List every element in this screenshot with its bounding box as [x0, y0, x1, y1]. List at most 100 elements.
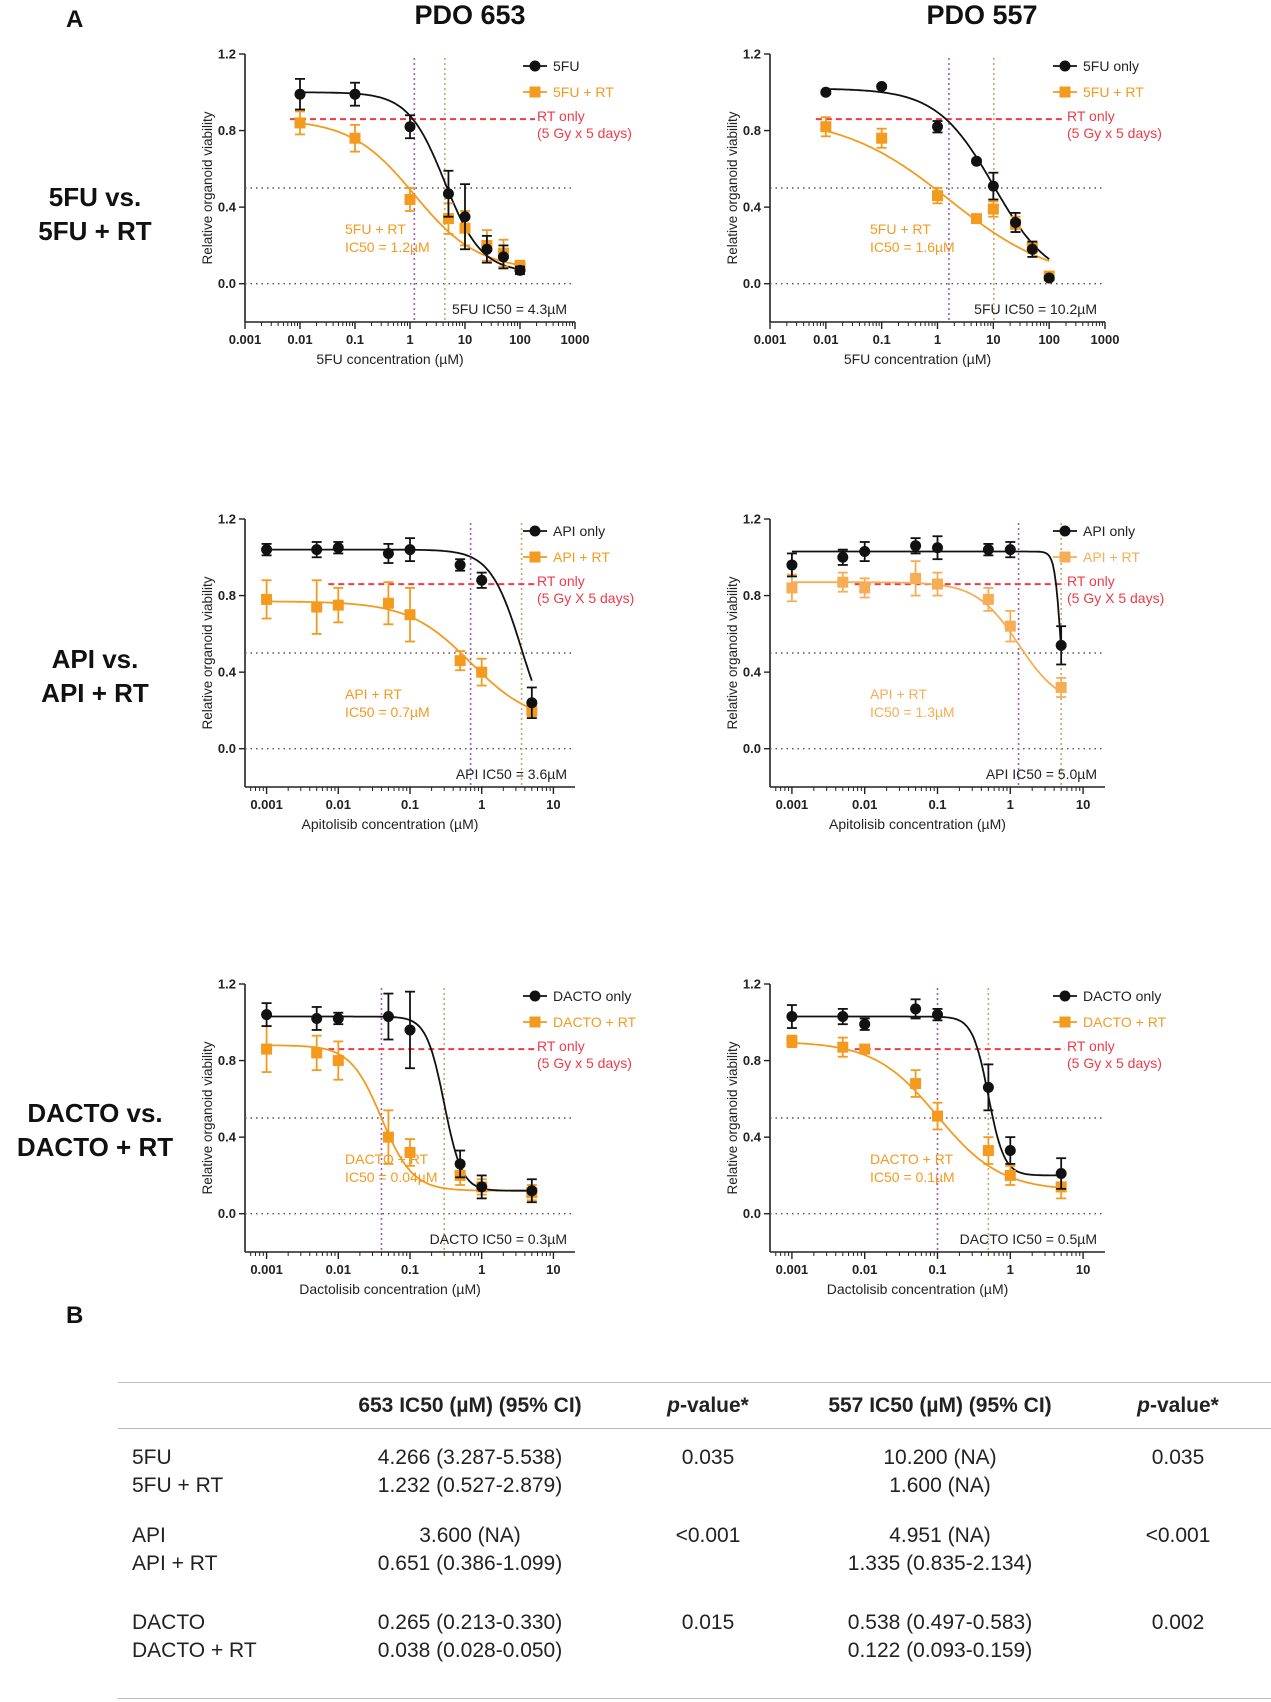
table-row-name: API + RT: [132, 1552, 218, 1575]
column-title-pdo653: PDO 653: [414, 0, 526, 30]
fit-curve-drug: [266, 548, 533, 681]
chart-dacto-pdo653: 0.0 0.4 0.8 1.2 0.001 0.01 0.1 1 10 Relative orga…: [200, 977, 637, 1298]
drug-point: [514, 264, 526, 276]
drug-point: [261, 544, 273, 556]
ic50-drug-label: 5FU IC50 = 4.3µM: [452, 301, 567, 317]
y-axis-label: Relative organoid viability: [200, 576, 215, 729]
x-axis-label: Apitolisib concentration (µM): [829, 816, 1006, 832]
legend-label-combo: API + RT: [1083, 549, 1140, 565]
x-tick-label: 0.001: [776, 797, 809, 812]
header-pvalue-653: p-value*: [667, 1394, 749, 1417]
combo-point: [786, 1035, 798, 1047]
rt-label: (5 Gy X 5 days): [1067, 590, 1164, 606]
combo-point: [837, 576, 849, 588]
y-tick-label: 0.8: [743, 1053, 761, 1068]
drug-point: [454, 1158, 466, 1170]
combo-point: [442, 213, 454, 225]
y-tick-label: 1.2: [743, 977, 761, 992]
y-tick-label: 0.0: [743, 1206, 761, 1221]
x-tick-label: 10: [546, 797, 560, 812]
ic50-drug-label: DACTO IC50 = 0.5µM: [960, 1231, 1097, 1247]
combo-point: [910, 572, 922, 584]
drug-point: [476, 574, 488, 586]
y-axis-label: Relative organoid viability: [200, 111, 215, 264]
y-tick-label: 0.4: [218, 665, 237, 680]
drug-point: [910, 540, 922, 552]
legend-marker-drug: [1059, 60, 1071, 72]
rt-label: (5 Gy x 5 days): [537, 1055, 632, 1071]
row-label-api: API vs. API + RT: [0, 642, 190, 710]
legend-label-drug: DACTO only: [1083, 988, 1161, 1004]
chart-api-pdo557: 0.0 0.4 0.8 1.2 0.001 0.01 0.1 1 10 Relative orga…: [725, 512, 1164, 833]
x-axis-label: 5FU concentration (µM): [844, 351, 991, 367]
legend-marker-combo: [1059, 1016, 1071, 1028]
y-tick-label: 0.8: [218, 123, 236, 138]
x-tick-label: 0.01: [852, 797, 877, 812]
table-cell-pvalue-557: <0.001: [1145, 1524, 1211, 1547]
drug-point: [476, 1181, 488, 1193]
drug-point: [1004, 544, 1016, 556]
legend-marker-drug: [1059, 525, 1071, 537]
combo-point: [382, 1131, 394, 1143]
x-tick-label: 0.01: [287, 332, 312, 347]
fit-curve-combo: [266, 1044, 532, 1192]
row-label-line: 5FU vs.: [48, 182, 142, 212]
ic50-drug-label: API IC50 = 5.0µM: [986, 766, 1097, 782]
row-label-line: DACTO + RT: [16, 1132, 174, 1162]
pvalue-italic: p: [667, 1394, 680, 1417]
chart-5fu-pdo557: 0.0 0.4 0.8 1.2 0.001 0.01 0.1 1 10 100 1000 Relati…: [725, 47, 1162, 368]
chart-5fu-pdo653: 0.0 0.4 0.8 1.2 0.001 0.01 0.1 1 10 100 1000 Relati…: [200, 47, 632, 368]
combo-point: [876, 132, 888, 144]
x-axis-label: Dactolisib concentration (µM): [827, 1281, 1009, 1297]
table-cell-pvalue-557: 0.002: [1151, 1611, 1205, 1634]
ic50-combo-label: 5FU + RT: [345, 221, 406, 237]
rt-label: RT only: [537, 1038, 585, 1054]
x-tick-label: 100: [1038, 332, 1060, 347]
x-tick-label: 0.001: [754, 332, 787, 347]
rt-label: (5 Gy x 5 days): [1067, 125, 1162, 141]
drug-point: [982, 544, 994, 556]
y-tick-label: 0.8: [743, 123, 761, 138]
table-cell-pvalue-653: 0.035: [681, 1446, 735, 1469]
x-tick-label: 1: [406, 332, 413, 347]
fit-curve-combo: [791, 581, 1062, 693]
x-tick-label: 0.1: [401, 797, 419, 812]
row-label-dacto: DACTO vs. DACTO + RT: [0, 1096, 190, 1164]
combo-point: [382, 597, 394, 609]
drug-point: [837, 1011, 849, 1023]
rt-label: (5 Gy x 5 days): [1067, 1055, 1162, 1071]
legend-marker-drug: [1059, 990, 1071, 1002]
drug-point: [982, 1081, 994, 1093]
combo-point: [476, 666, 488, 678]
drug-point: [932, 121, 943, 133]
drug-point: [786, 1011, 798, 1023]
y-tick-label: 0.4: [218, 200, 237, 215]
drug-point: [404, 1024, 416, 1036]
y-tick-label: 0.0: [218, 276, 236, 291]
combo-point: [311, 601, 323, 613]
x-tick-label: 10: [546, 1262, 560, 1277]
x-tick-label: 1: [478, 797, 485, 812]
x-tick-label: 1: [1007, 797, 1014, 812]
legend-marker-combo: [529, 86, 541, 98]
ic50-combo-label: IC50 = 0.1µM: [870, 1169, 955, 1185]
combo-point: [261, 593, 273, 605]
drug-point: [971, 155, 983, 167]
combo-point: [332, 1055, 344, 1067]
combo-point: [859, 1043, 871, 1055]
y-tick-label: 0.4: [218, 1130, 237, 1145]
drug-point: [859, 546, 871, 558]
table-cell-pvalue-653: <0.001: [675, 1524, 741, 1547]
x-tick-label: 10: [458, 332, 472, 347]
x-tick-label: 0.1: [928, 1262, 946, 1277]
drug-point: [932, 542, 943, 554]
drug-point: [404, 544, 416, 556]
drug-point: [1004, 1145, 1016, 1157]
drug-point: [1055, 1168, 1067, 1180]
rt-label: (5 Gy X 5 days): [537, 590, 634, 606]
table-cell-ic50-653: 0.651 (0.386-1.099): [377, 1552, 563, 1575]
x-tick-label: 0.1: [928, 797, 946, 812]
combo-point: [910, 1078, 922, 1090]
drug-point: [481, 243, 493, 255]
ic50-drug-label: DACTO IC50 = 0.3µM: [430, 1231, 567, 1247]
